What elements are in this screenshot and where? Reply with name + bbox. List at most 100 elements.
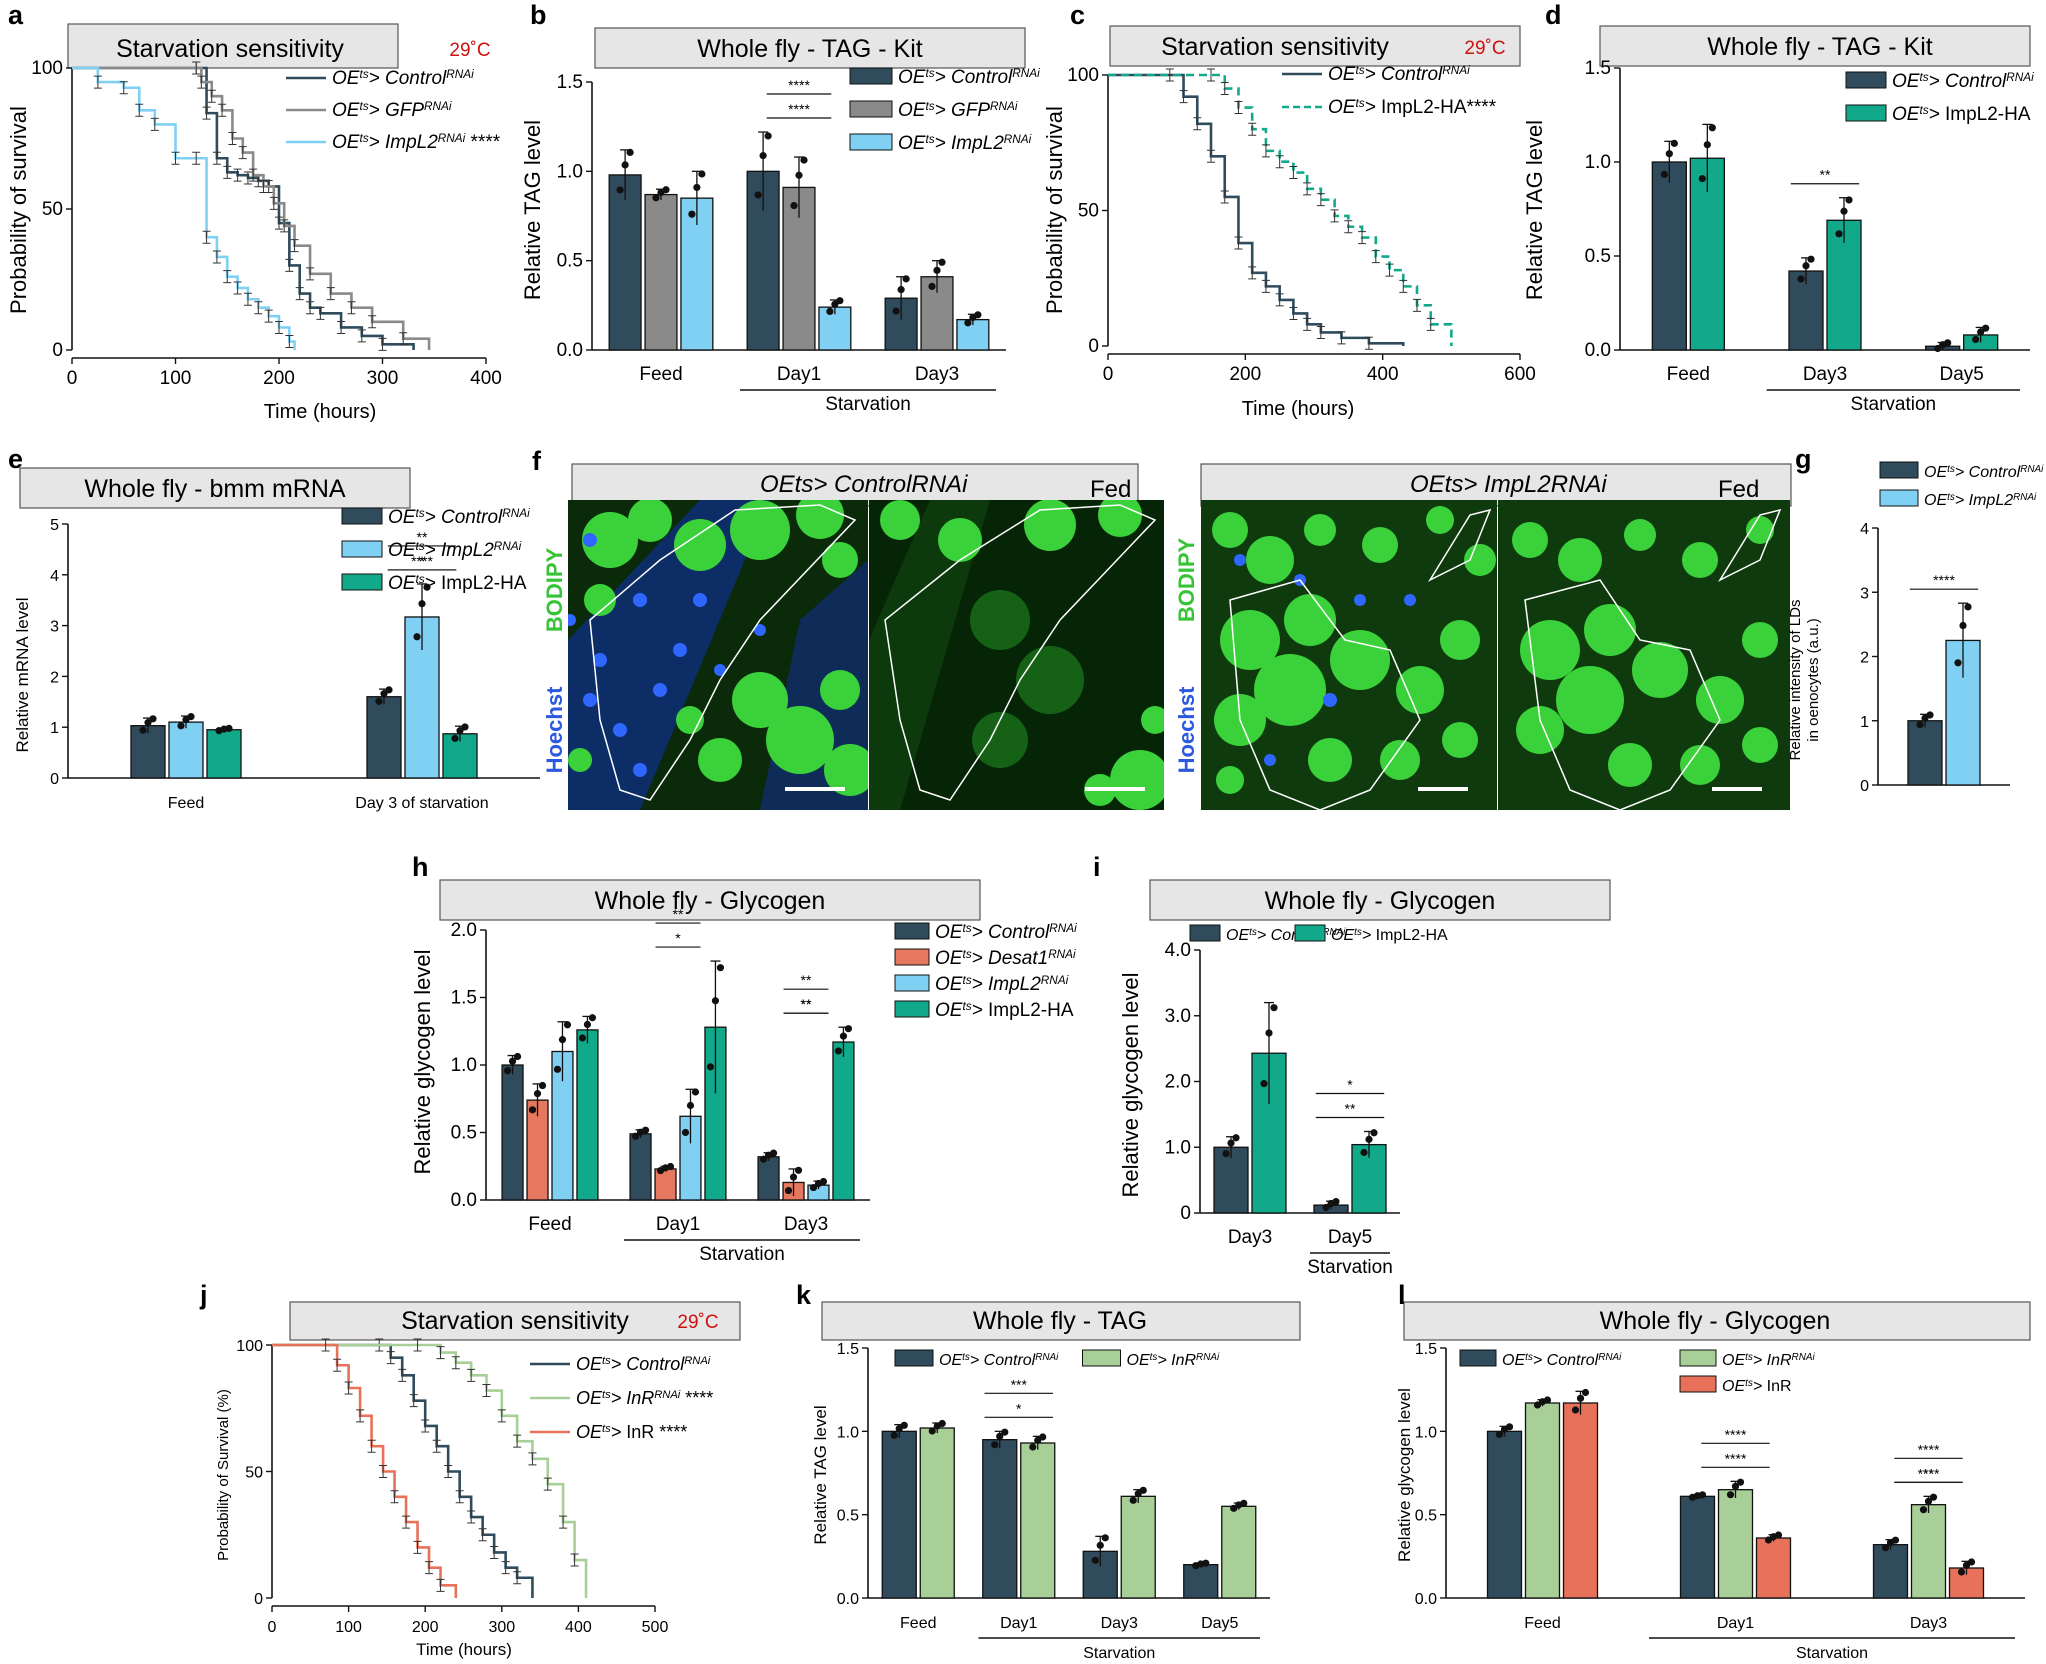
censor-mark-j xyxy=(413,1540,422,1554)
censor-mark-a xyxy=(202,106,211,120)
micrograph-impl2-merged xyxy=(1201,500,1497,810)
legend-label-b: OEts> ImpL2RNAi xyxy=(898,133,1032,155)
censor-mark-a xyxy=(192,151,201,165)
legend-swatch-k xyxy=(894,1349,934,1367)
censor-mark-c xyxy=(1316,193,1325,207)
data-point-h xyxy=(513,1052,522,1061)
chart-title-b: Whole fly - TAG - Kit xyxy=(697,35,923,63)
data-point-g xyxy=(1964,603,1972,611)
censor-mark-c xyxy=(1337,331,1346,345)
censor-mark-a xyxy=(233,281,242,295)
legend-swatch-e xyxy=(341,573,383,591)
bar-l-0-1 xyxy=(1679,1495,1716,1599)
censor-mark-j xyxy=(367,1439,376,1453)
data-point-g xyxy=(1959,621,1967,630)
legend-label-i: OEts> ImpL2-HA xyxy=(1331,927,1448,945)
data-point-h xyxy=(789,1173,798,1181)
panel-f: f OEts> ControlRNAi Fed OEts> ImpL2RNAi … xyxy=(532,446,1792,810)
y-label-a: Probability of survival xyxy=(6,106,31,314)
group-label-b: Starvation xyxy=(825,394,911,415)
bar-l-2-0 xyxy=(1562,1402,1599,1599)
data-point-h xyxy=(769,1149,778,1157)
x-tick-label-e: Feed xyxy=(168,795,204,812)
data-point-k xyxy=(1240,1499,1248,1507)
data-point-d xyxy=(1807,255,1815,263)
data-point-k xyxy=(1101,1534,1109,1542)
data-point-e xyxy=(380,690,388,698)
chart-i: Whole fly - Glycogen i 0 1.0 2.0 3.0 4.0 Relati… xyxy=(1093,852,1611,1278)
x-tick-label-c: 600 xyxy=(1504,364,1536,385)
legend-swatch-l xyxy=(1459,1349,1497,1367)
y-tick-label-k: 0.5 xyxy=(837,1508,859,1525)
censor-mark-c xyxy=(1303,182,1312,196)
x-tick-label-d: Feed xyxy=(1667,364,1710,385)
data-point-l xyxy=(1924,1497,1933,1505)
censor-mark-a xyxy=(254,301,263,315)
x-tick-label-h: Feed xyxy=(528,1214,571,1235)
data-point-d xyxy=(1982,324,1990,332)
censor-mark-c xyxy=(1358,231,1367,245)
significance-label-l: **** xyxy=(1918,1441,1940,1457)
censor-mark-c xyxy=(1399,279,1408,293)
data-point-e xyxy=(385,686,393,694)
legend-label-a: OEts> GFPRNAi xyxy=(332,100,452,122)
legend-label-k: OEts> ControlRNAi xyxy=(939,1352,1059,1370)
censor-mark-c xyxy=(1234,236,1243,250)
data-point-i xyxy=(1265,1029,1273,1037)
x-tick-label-j: 400 xyxy=(565,1619,592,1636)
censor-mark-j xyxy=(436,1346,445,1360)
panel-letter-h: h xyxy=(412,852,429,882)
title-box-b xyxy=(594,27,1026,69)
data-point-k xyxy=(938,1419,946,1428)
censor-mark-j xyxy=(344,1381,353,1395)
x-tick-label-e: Day 3 of starvation xyxy=(355,795,488,812)
data-point-k xyxy=(1139,1486,1147,1494)
data-point-d xyxy=(1845,196,1853,204)
panel-letter-c: c xyxy=(1070,0,1085,30)
panel-letter-g: g xyxy=(1795,444,1812,474)
data-point-l xyxy=(1505,1423,1514,1431)
y-tick-label-a: 0 xyxy=(52,340,63,361)
censor-mark-a xyxy=(243,292,252,306)
data-point-e xyxy=(149,715,157,723)
censor-mark-c xyxy=(1303,317,1312,331)
censor-mark-c xyxy=(1261,279,1270,293)
data-point-h xyxy=(819,1177,828,1186)
x-tick-label-k: Feed xyxy=(900,1615,936,1632)
data-point-k xyxy=(900,1421,908,1429)
censor-mark-j xyxy=(570,1553,579,1567)
legend-label-a: OEts> ControlRNAi xyxy=(332,68,474,90)
group-label-i: Starvation xyxy=(1307,1257,1393,1278)
censor-mark-a xyxy=(285,335,294,349)
legend-label-i: OEts> ControlRNAi xyxy=(1226,927,1346,945)
y-tick-label-b: 0.5 xyxy=(557,251,583,272)
y-tick-label-k: 0.0 xyxy=(837,1591,859,1608)
censor-mark-c xyxy=(1179,90,1188,104)
data-point-h xyxy=(844,1025,853,1033)
censor-mark-a xyxy=(316,306,325,320)
censor-mark-a xyxy=(192,61,201,75)
y-tick-label-d: 1.5 xyxy=(1585,58,1611,79)
bar-h-0-0 xyxy=(501,1064,524,1201)
x-tick-label-h: Day1 xyxy=(656,1214,700,1235)
y-label-k: Relative TAG level xyxy=(811,1405,830,1544)
censor-mark-c xyxy=(1220,82,1229,96)
x-tick-label-l: Feed xyxy=(1524,1615,1560,1632)
title-box-c xyxy=(1109,25,1521,67)
censor-mark-a xyxy=(399,332,408,346)
data-point-l xyxy=(1581,1388,1590,1397)
x-tick-label-i: Day3 xyxy=(1228,1227,1272,1248)
censor-mark-j xyxy=(398,1368,407,1382)
censor-mark-c xyxy=(1165,68,1174,82)
x-tick-label-a: 100 xyxy=(160,368,192,389)
data-point-i xyxy=(1332,1197,1340,1206)
censor-mark-a xyxy=(295,287,304,301)
panel-letter-k: k xyxy=(796,1280,812,1310)
data-point-e xyxy=(418,600,426,608)
bar-l-0-2 xyxy=(1872,1544,1909,1599)
data-point-h xyxy=(538,1081,547,1090)
legend-label-b: OEts> GFPRNAi xyxy=(898,100,1018,122)
data-point-k xyxy=(991,1441,999,1449)
group-label-l: Starvation xyxy=(1796,1645,1868,1662)
censor-mark-a xyxy=(290,239,299,253)
